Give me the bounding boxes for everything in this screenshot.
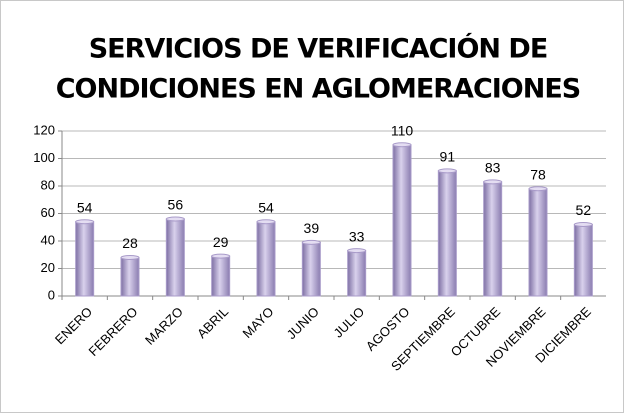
y-tick-label: 60	[41, 205, 55, 220]
bar	[573, 224, 593, 297]
value-label: 54	[77, 199, 93, 215]
value-label: 33	[349, 228, 365, 244]
value-label: 56	[168, 197, 184, 213]
value-label: 78	[530, 166, 546, 182]
y-tick-label: 100	[33, 150, 55, 165]
y-tick-label: 20	[41, 260, 55, 275]
value-label: 52	[576, 202, 592, 218]
bar	[211, 255, 231, 297]
bar-cap	[437, 168, 457, 174]
value-label: 110	[391, 122, 414, 138]
y-tick-label: 80	[41, 177, 55, 192]
value-label: 54	[258, 199, 274, 215]
bar	[256, 221, 276, 297]
bar	[392, 144, 412, 297]
bar-cap	[528, 186, 548, 192]
bar	[75, 221, 95, 297]
value-label: 29	[213, 234, 229, 250]
value-label: 91	[440, 149, 456, 165]
value-label: 28	[122, 235, 138, 251]
bar-cap	[392, 142, 412, 148]
bar-cap	[301, 239, 321, 245]
bar-cap	[120, 255, 140, 260]
bar-cap	[347, 248, 367, 254]
y-tick-label: 40	[41, 232, 55, 247]
bar-cap	[573, 222, 593, 227]
bar-cap	[256, 219, 276, 225]
bar-cap	[165, 216, 185, 222]
bar	[528, 188, 548, 297]
bar	[437, 170, 457, 297]
y-tick-label: 0	[48, 287, 55, 302]
bar-cap	[483, 179, 503, 185]
y-tick-label: 120	[33, 122, 55, 137]
bar-cap	[211, 253, 231, 259]
bar	[165, 218, 185, 297]
value-label: 83	[485, 160, 501, 176]
chart-title: SERVICIOS DE VERIFICACIÓN DE	[89, 33, 548, 65]
bar	[347, 250, 367, 297]
bar-cap	[75, 219, 95, 225]
bar	[483, 181, 503, 297]
value-label: 39	[304, 220, 320, 236]
chart-title: CONDICIONES EN AGLOMERACIONES	[56, 74, 581, 105]
bar	[120, 257, 140, 297]
bar	[301, 241, 321, 297]
